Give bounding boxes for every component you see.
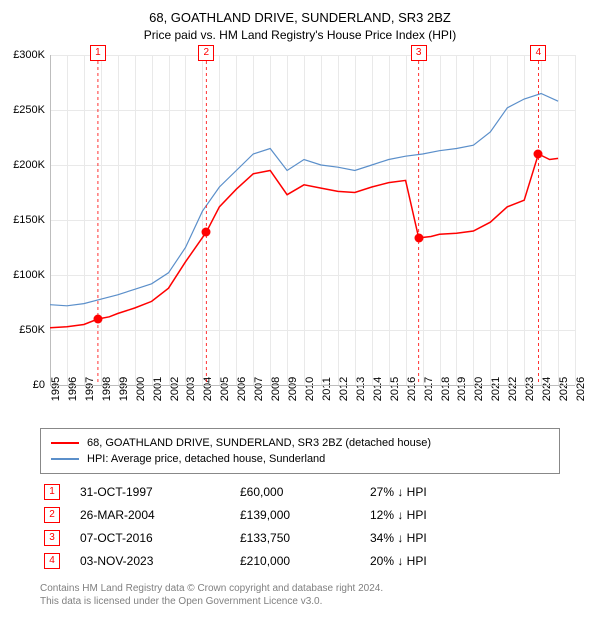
footer-line: This data is licensed under the Open Gov… bbox=[40, 595, 383, 608]
legend-swatch bbox=[51, 442, 79, 444]
x-tick-label: 2026 bbox=[575, 377, 587, 401]
sales-table: 1 31-OCT-1997 £60,000 27% ↓ HPI 2 26-MAR-2004… bbox=[40, 480, 560, 572]
y-tick-label: £300K bbox=[0, 49, 45, 61]
chart-svg bbox=[50, 55, 575, 415]
y-tick-label: £250K bbox=[0, 104, 45, 116]
sales-row-marker: 3 bbox=[44, 530, 60, 546]
y-tick-label: £0 bbox=[0, 379, 45, 391]
legend-label: 68, GOATHLAND DRIVE, SUNDERLAND, SR3 2BZ… bbox=[87, 435, 431, 451]
sales-row-pct: 34% ↓ HPI bbox=[370, 531, 490, 545]
chart-area: £0£50K£100K£150K£200K£250K£300K199519961… bbox=[50, 55, 575, 385]
sales-row-price: £60,000 bbox=[240, 485, 360, 499]
page-root: 68, GOATHLAND DRIVE, SUNDERLAND, SR3 2BZ… bbox=[0, 0, 600, 620]
sales-row: 4 03-NOV-2023 £210,000 20% ↓ HPI bbox=[40, 549, 560, 572]
y-tick-label: £50K bbox=[0, 324, 45, 336]
y-tick-label: £150K bbox=[0, 214, 45, 226]
sales-row-pct: 12% ↓ HPI bbox=[370, 508, 490, 522]
sales-row-price: £133,750 bbox=[240, 531, 360, 545]
footer: Contains HM Land Registry data © Crown c… bbox=[40, 582, 383, 608]
legend-label: HPI: Average price, detached house, Sund… bbox=[87, 451, 325, 467]
sales-row: 3 07-OCT-2016 £133,750 34% ↓ HPI bbox=[40, 526, 560, 549]
sales-row: 2 26-MAR-2004 £139,000 12% ↓ HPI bbox=[40, 503, 560, 526]
chart-subtitle: Price paid vs. HM Land Registry's House … bbox=[0, 26, 600, 42]
chart-title: 68, GOATHLAND DRIVE, SUNDERLAND, SR3 2BZ bbox=[0, 0, 600, 26]
sales-row-marker: 4 bbox=[44, 553, 60, 569]
sales-row-price: £210,000 bbox=[240, 554, 360, 568]
sales-row-date: 07-OCT-2016 bbox=[80, 531, 230, 545]
sales-row-date: 31-OCT-1997 bbox=[80, 485, 230, 499]
sales-row: 1 31-OCT-1997 £60,000 27% ↓ HPI bbox=[40, 480, 560, 503]
sales-row-marker: 2 bbox=[44, 507, 60, 523]
series-price_paid bbox=[50, 154, 558, 328]
legend-item: 68, GOATHLAND DRIVE, SUNDERLAND, SR3 2BZ… bbox=[51, 435, 549, 451]
sales-row-pct: 27% ↓ HPI bbox=[370, 485, 490, 499]
y-tick-label: £100K bbox=[0, 269, 45, 281]
sales-row-price: £139,000 bbox=[240, 508, 360, 522]
legend: 68, GOATHLAND DRIVE, SUNDERLAND, SR3 2BZ… bbox=[40, 428, 560, 474]
sales-row-marker: 1 bbox=[44, 484, 60, 500]
legend-item: HPI: Average price, detached house, Sund… bbox=[51, 451, 549, 467]
sales-row-date: 26-MAR-2004 bbox=[80, 508, 230, 522]
sales-row-pct: 20% ↓ HPI bbox=[370, 554, 490, 568]
y-tick-label: £200K bbox=[0, 159, 45, 171]
footer-line: Contains HM Land Registry data © Crown c… bbox=[40, 582, 383, 595]
legend-swatch bbox=[51, 458, 79, 460]
series-hpi bbox=[50, 94, 558, 306]
sales-row-date: 03-NOV-2023 bbox=[80, 554, 230, 568]
